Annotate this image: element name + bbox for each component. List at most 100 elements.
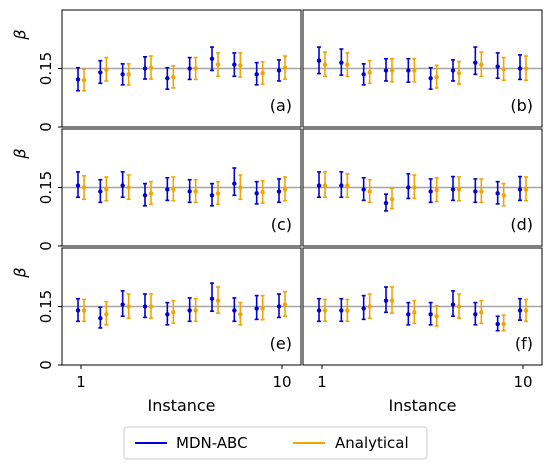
mdn-abc-point: [165, 76, 170, 81]
mdn-abc-point: [254, 306, 259, 311]
mdn-abc-point: [142, 66, 148, 71]
mdn-abc-point: [473, 312, 478, 317]
analytical-point: [389, 298, 395, 303]
legend-label-analytical: Analytical: [335, 434, 409, 452]
mdn-abc-point: [316, 308, 322, 313]
analytical-point: [260, 306, 265, 311]
analytical-point: [523, 308, 529, 313]
mdn-abc-point: [142, 304, 148, 309]
analytical-point: [215, 191, 221, 196]
panel-a: (a) 0 0.15 β: [11, 9, 302, 132]
mdn-abc-point: [276, 189, 282, 194]
y-tick-label: 0: [37, 122, 55, 132]
legend: MDN-ABC Analytical: [123, 426, 428, 460]
mdn-abc-point: [450, 187, 456, 192]
mdn-abc-point: [406, 185, 411, 190]
analytical-point: [104, 67, 109, 72]
analytical-point: [193, 308, 198, 313]
panel-d: (d): [302, 128, 543, 247]
mdn-abc-point: [428, 312, 433, 317]
analytical-point: [171, 187, 176, 192]
mdn-abc-point: [517, 187, 523, 192]
x-tick-label: 1: [76, 373, 86, 391]
mdn-abc-point: [495, 64, 500, 69]
mdn-abc-point: [517, 308, 523, 313]
panel-label: (b): [510, 96, 533, 115]
mdn-abc-point: [120, 183, 125, 188]
mdn-abc-point: [383, 68, 389, 73]
mdn-abc-point: [473, 60, 478, 65]
x-tick-label: 10: [272, 373, 291, 391]
analytical-point: [238, 312, 243, 317]
mdn-abc-point: [406, 312, 411, 317]
analytical-point: [104, 312, 109, 317]
analytical-point: [148, 191, 154, 196]
mdn-abc-point: [142, 193, 148, 198]
mdn-abc-point: [276, 304, 282, 309]
panel-label: (c): [271, 215, 292, 234]
mdn-abc-point: [361, 187, 366, 192]
mdn-abc-point: [339, 60, 344, 65]
mdn-abc-point: [75, 308, 81, 313]
analytical-point: [479, 310, 484, 315]
y-axis-label: β: [11, 148, 30, 159]
analytical-point: [367, 189, 372, 194]
mdn-abc-point: [316, 58, 322, 63]
mdn-abc-point: [406, 68, 411, 73]
analytical-point: [523, 66, 529, 71]
mdn-abc-point: [495, 191, 500, 196]
mdn-abc-point: [517, 66, 523, 71]
analytical-point: [282, 187, 288, 192]
analytical-point: [367, 70, 372, 75]
y-tick-label: 0: [37, 360, 55, 370]
analytical-point: [215, 62, 221, 67]
analytical-point: [322, 183, 328, 188]
panels-layer: (a) 0 0.15 β (b) (c) 0 0.15 β (d) (e) 0 0.15 β 1 10 (f) 1…: [11, 9, 543, 391]
mdn-abc-point: [120, 72, 125, 77]
labels-layer: Instance Instance: [147, 396, 456, 415]
mdn-abc-point: [383, 298, 389, 303]
analytical-point: [501, 67, 506, 72]
y-axis-label: β: [11, 267, 30, 278]
analytical-point: [81, 78, 87, 83]
analytical-point: [523, 187, 529, 192]
analytical-point: [126, 72, 131, 77]
panel-frame: [302, 247, 543, 366]
analytical-point: [412, 185, 417, 190]
analytical-point: [126, 304, 131, 309]
mdn-abc-point: [75, 183, 81, 188]
mdn-abc-point: [254, 191, 259, 196]
mdn-abc-point: [165, 187, 170, 192]
mdn-abc-point: [450, 302, 456, 307]
mdn-abc-point: [187, 66, 192, 71]
panel-b: (b): [302, 9, 543, 128]
analytical-point: [345, 183, 350, 188]
mdn-abc-point: [232, 181, 237, 186]
analytical-point: [434, 74, 439, 80]
mdn-abc-point: [339, 183, 344, 188]
panel-label: (f): [515, 334, 533, 353]
mdn-abc-point: [428, 76, 433, 81]
x-axis-label: Instance: [147, 396, 215, 415]
mdn-abc-point: [316, 183, 322, 188]
analytical-point: [171, 310, 176, 315]
analytical-point: [148, 304, 154, 309]
legend-label-mdn-abc: MDN-ABC: [176, 434, 248, 452]
legend-frame: [123, 426, 428, 460]
analytical-point: [322, 308, 328, 313]
analytical-point: [345, 308, 350, 313]
panel-f: (f) 1 10: [302, 247, 543, 391]
analytical-point: [171, 74, 176, 80]
analytical-point: [389, 197, 395, 202]
analytical-point: [282, 65, 288, 70]
x-tick-label: 10: [513, 373, 532, 391]
panel-label: (a): [270, 96, 292, 115]
y-tick-label: 0.15: [37, 52, 55, 85]
x-axis-label: Instance: [388, 396, 456, 415]
mdn-abc-point: [232, 308, 237, 313]
mdn-abc-point: [254, 72, 259, 77]
y-tick-label: 0.15: [37, 171, 55, 204]
analytical-point: [345, 62, 350, 67]
analytical-point: [501, 193, 506, 198]
